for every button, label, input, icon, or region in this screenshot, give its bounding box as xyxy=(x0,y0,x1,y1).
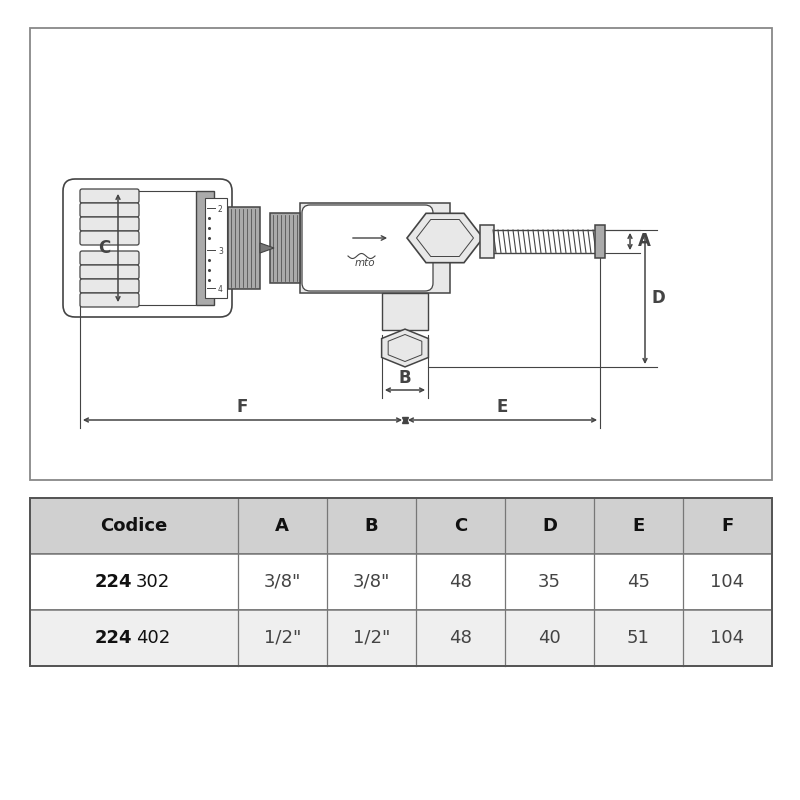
Bar xyxy=(30,610,772,666)
Text: E: E xyxy=(497,398,508,416)
Text: A: A xyxy=(275,517,290,535)
Text: mto: mto xyxy=(355,258,376,268)
Bar xyxy=(490,230,600,253)
Text: 40: 40 xyxy=(538,629,561,647)
Text: E: E xyxy=(632,517,645,535)
FancyBboxPatch shape xyxy=(80,217,139,231)
Text: F: F xyxy=(722,517,734,535)
FancyBboxPatch shape xyxy=(80,293,139,307)
Polygon shape xyxy=(382,329,428,367)
Text: 2: 2 xyxy=(218,205,222,214)
Text: 1/2": 1/2" xyxy=(353,629,390,647)
Text: 3: 3 xyxy=(218,246,223,255)
Bar xyxy=(30,498,772,554)
Text: 35: 35 xyxy=(538,573,561,591)
Text: 51: 51 xyxy=(627,629,650,647)
Text: F: F xyxy=(237,398,248,416)
FancyBboxPatch shape xyxy=(80,251,139,265)
Text: 4: 4 xyxy=(218,285,223,294)
Bar xyxy=(595,225,605,258)
Text: C: C xyxy=(98,239,110,257)
FancyBboxPatch shape xyxy=(63,179,232,317)
Bar xyxy=(270,213,300,283)
Bar xyxy=(196,191,214,305)
Bar xyxy=(300,203,450,293)
FancyBboxPatch shape xyxy=(80,231,139,245)
FancyBboxPatch shape xyxy=(80,265,139,279)
FancyBboxPatch shape xyxy=(80,279,139,293)
Text: D: D xyxy=(542,517,557,535)
Text: 104: 104 xyxy=(710,573,745,591)
Bar xyxy=(30,28,772,480)
Text: 224: 224 xyxy=(94,573,132,591)
Bar xyxy=(30,554,772,610)
Text: 3/8": 3/8" xyxy=(353,573,390,591)
Text: 402: 402 xyxy=(136,629,170,647)
Bar xyxy=(228,207,260,289)
Text: 45: 45 xyxy=(627,573,650,591)
Bar xyxy=(205,198,227,298)
Text: 48: 48 xyxy=(449,629,472,647)
Polygon shape xyxy=(260,243,274,253)
Bar xyxy=(480,225,494,258)
Text: 48: 48 xyxy=(449,573,472,591)
Bar xyxy=(30,498,772,666)
Bar xyxy=(382,293,428,330)
Text: 3/8": 3/8" xyxy=(263,573,301,591)
FancyBboxPatch shape xyxy=(80,203,139,217)
Polygon shape xyxy=(407,214,483,262)
Text: B: B xyxy=(365,517,378,535)
FancyBboxPatch shape xyxy=(80,189,139,203)
Text: B: B xyxy=(398,369,411,387)
Text: 104: 104 xyxy=(710,629,745,647)
FancyBboxPatch shape xyxy=(302,205,433,291)
Text: 224: 224 xyxy=(94,629,132,647)
Text: A: A xyxy=(638,233,650,250)
Text: 1/2": 1/2" xyxy=(263,629,301,647)
Text: D: D xyxy=(651,290,665,307)
Text: Codice: Codice xyxy=(100,517,167,535)
Text: 302: 302 xyxy=(136,573,170,591)
Text: C: C xyxy=(454,517,467,535)
